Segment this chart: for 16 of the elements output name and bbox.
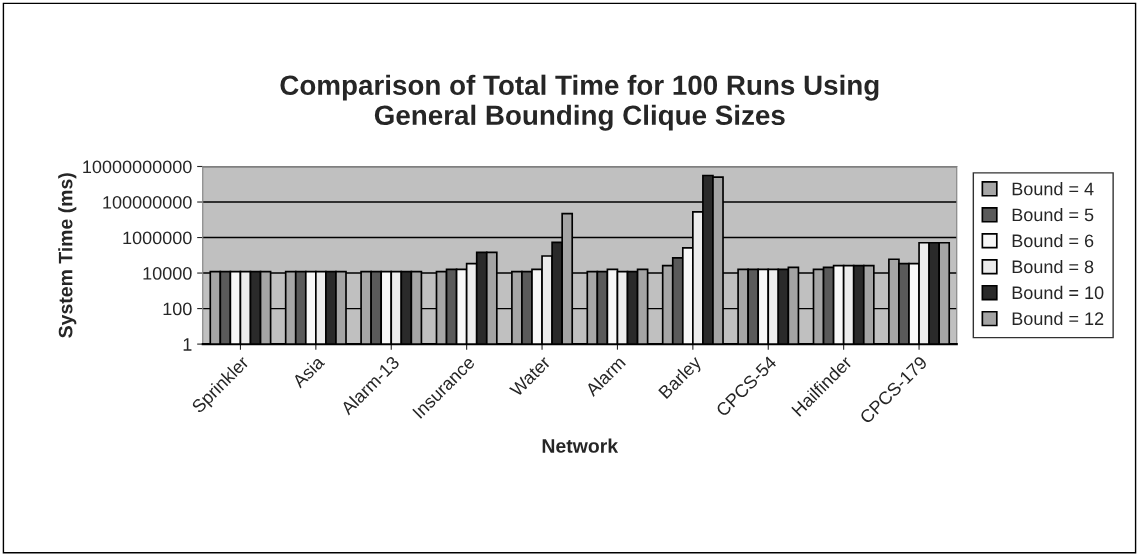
y-tick-label: 100000000 bbox=[103, 195, 192, 209]
x-tick-label: Asia bbox=[291, 354, 326, 389]
y-tick-label: 1 bbox=[183, 338, 192, 351]
y-axis-title: System Time (ms) bbox=[58, 173, 77, 338]
x-axis-title: Network bbox=[542, 438, 619, 453]
y-tick-label: 10000000000 bbox=[83, 160, 192, 174]
legend-label: Bound = 4 bbox=[1012, 182, 1094, 196]
legend-label: Bound = 12 bbox=[1012, 311, 1104, 326]
legend-label: Bound = 10 bbox=[1012, 285, 1104, 300]
legend-label: Bound = 6 bbox=[1012, 233, 1094, 248]
y-tick-label: 10000 bbox=[143, 266, 192, 280]
y-tick-label: 100 bbox=[163, 302, 192, 316]
legend-label: Bound = 5 bbox=[1012, 208, 1094, 222]
legend-label: Bound = 8 bbox=[1012, 259, 1094, 274]
chart-title: Comparison of Total Time for 100 Runs Using General Bounding Clique Sizes bbox=[280, 74, 879, 131]
y-tick-label: 1000000 bbox=[123, 231, 192, 245]
